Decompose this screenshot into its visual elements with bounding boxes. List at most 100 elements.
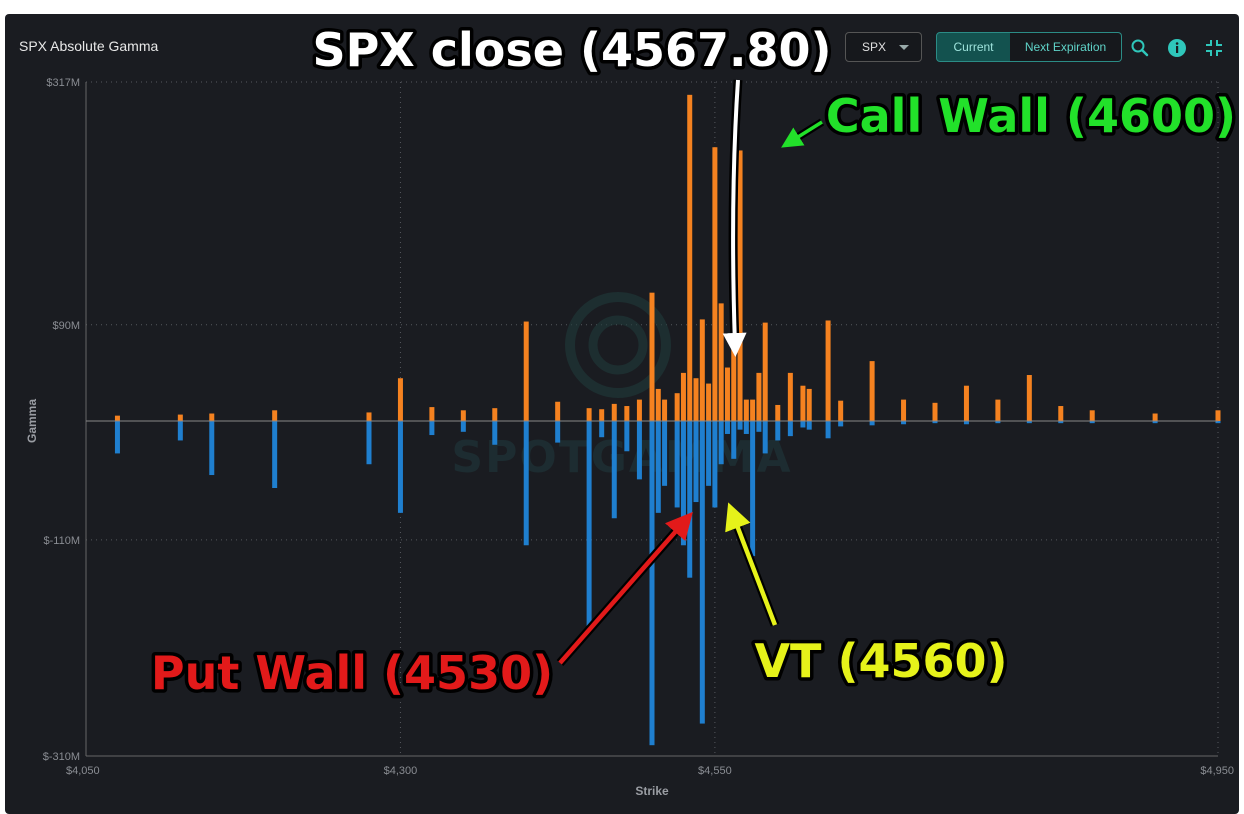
put-bar-4125 (177, 421, 183, 441)
y-tick-label: $-310M (43, 751, 80, 763)
call-bar-4565 (731, 346, 737, 421)
y-axis-label: Gamma (25, 399, 39, 443)
call-bar-4350 (460, 410, 466, 421)
call-bar-4470 (611, 403, 617, 421)
put-bar-4570 (737, 421, 743, 430)
put-bar-4560 (724, 421, 730, 434)
put-bar-4675 (869, 421, 875, 426)
put-bar-4540 (699, 421, 705, 724)
put-bar-4590 (762, 421, 768, 454)
call-bar-4075 (114, 415, 120, 421)
next-expiration-button[interactable]: Next Expiration (1010, 32, 1122, 62)
call-bar-4490 (636, 399, 642, 421)
call-bar-4200 (272, 410, 278, 421)
put-bar-4950 (1215, 421, 1221, 424)
vt-annotation: VT (4560) (754, 634, 1007, 688)
watermark-logo-inner (588, 315, 648, 375)
call-bar-4590 (762, 322, 768, 421)
put-bar-4530 (687, 421, 693, 578)
call-bar-4450 (586, 408, 592, 421)
put-bar-4275 (366, 421, 372, 465)
call-bar-4850 (1089, 410, 1095, 421)
put-bar-4500 (649, 421, 655, 746)
call-bar-4555 (718, 303, 724, 421)
call-bar-4540 (699, 319, 705, 421)
call-bar-4550 (712, 147, 718, 421)
call-bar-4640 (825, 320, 831, 421)
put-bar-4620 (800, 421, 806, 428)
call-bar-4150 (209, 413, 215, 421)
call-bar-4610 (787, 372, 793, 421)
call-bar-4560 (724, 367, 730, 421)
spx-close-arrow-fill (722, 79, 747, 357)
put-bar-4150 (209, 421, 215, 476)
put-bar-4650 (838, 421, 844, 427)
call-bar-4525 (680, 372, 686, 421)
call-bar-4500 (649, 292, 655, 421)
put-bar-4750 (963, 421, 969, 425)
put-bar-4520 (674, 421, 680, 508)
x-tick-label: $4,050 (66, 765, 100, 777)
y-tick-label: $317M (46, 77, 80, 89)
put-bar-4510 (662, 421, 668, 486)
put-bar-4580 (750, 421, 756, 557)
symbol-select[interactable]: SPX (845, 32, 922, 62)
call-bar-4400 (523, 321, 529, 421)
put-bar-4700 (901, 421, 907, 425)
bars (114, 94, 1221, 746)
call-wall-arrow (781, 120, 823, 148)
call-bar-4505 (655, 388, 661, 421)
annotations: SPX close (4567.80) Call Wall (4600) Put… (147, 20, 1239, 704)
put-bar-4640 (825, 421, 831, 439)
call-bar-4700 (901, 399, 907, 421)
put-bar-4625 (806, 421, 812, 430)
call-bar-4570 (737, 150, 743, 421)
symbol-select-value: SPX (862, 40, 887, 54)
put-wall-annotation: Put Wall (4530) (151, 646, 553, 700)
call-bar-4800 (1026, 375, 1032, 421)
put-bar-4585 (756, 421, 762, 432)
put-bar-4480 (624, 421, 630, 452)
put-bar-4470 (611, 421, 617, 519)
put-bar-4900 (1152, 421, 1158, 424)
call-bar-4325 (429, 407, 435, 421)
call-bar-4510 (662, 399, 668, 421)
call-bar-4650 (838, 400, 844, 421)
info-icon[interactable] (1167, 38, 1187, 58)
put-bar-4600 (775, 421, 781, 441)
put-bar-4075 (114, 421, 120, 454)
call-bar-4675 (869, 361, 875, 421)
put-bar-4200 (272, 421, 278, 488)
call-bar-4900 (1152, 413, 1158, 421)
call-bar-4460 (599, 409, 605, 421)
put-bar-4610 (787, 421, 793, 437)
put-bar-4565 (731, 421, 737, 459)
put-bar-4300 (397, 421, 403, 513)
vt-arrow (725, 502, 778, 626)
call-bar-4575 (743, 399, 749, 421)
put-bar-4350 (460, 421, 466, 432)
call-bar-4425 (555, 401, 561, 421)
put-bar-4825 (1058, 421, 1064, 424)
call-bar-4750 (963, 385, 969, 421)
call-bar-4600 (775, 404, 781, 421)
call-bar-4625 (806, 388, 812, 421)
call-bar-4530 (687, 94, 693, 421)
put-bar-4545 (706, 421, 712, 486)
chart-title: SPX Absolute Gamma (19, 38, 159, 54)
put-bar-4550 (712, 421, 718, 508)
y-tick-label: $-110M (44, 535, 80, 547)
call-bar-4375 (492, 408, 498, 421)
call-wall-annotation: Call Wall (4600) (826, 89, 1236, 143)
put-bar-4425 (555, 421, 561, 443)
chevron-down-icon (899, 45, 909, 50)
current-button[interactable]: Current (936, 32, 1011, 62)
call-bar-4950 (1215, 410, 1221, 421)
y-tick-label: $90M (52, 320, 80, 332)
zoom-icon[interactable] (1130, 38, 1150, 58)
call-bar-4580 (750, 399, 756, 421)
call-bar-4725 (932, 402, 938, 421)
collapse-icon[interactable] (1204, 38, 1224, 58)
call-bar-4520 (674, 393, 680, 421)
